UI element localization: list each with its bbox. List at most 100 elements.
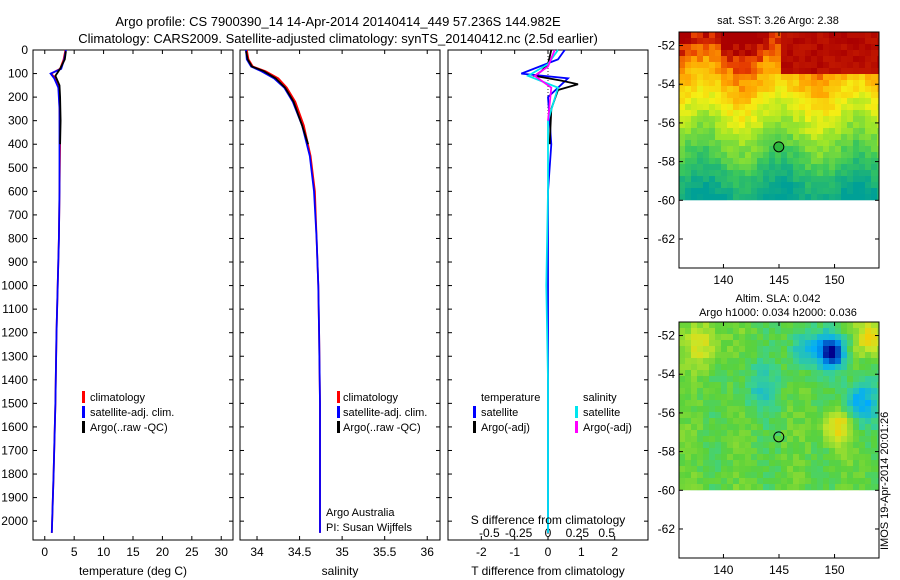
- heatmap-cell: [787, 478, 793, 484]
- heatmap-cell: [685, 188, 691, 194]
- heatmap-cell: [721, 110, 727, 116]
- heatmap-cell: [721, 442, 727, 448]
- heatmap-cell: [691, 412, 697, 418]
- heatmap-cell: [835, 122, 841, 128]
- heatmap-cell: [739, 388, 745, 394]
- heatmap-cell: [811, 74, 817, 80]
- heatmap-cell: [733, 98, 739, 104]
- heatmap-cell: [811, 56, 817, 62]
- heatmap-cell: [775, 182, 781, 188]
- heatmap-cell: [871, 346, 877, 352]
- heatmap-cell: [865, 146, 871, 152]
- heatmap-cell: [763, 382, 769, 388]
- x2-tick-label: -0.5: [479, 526, 500, 540]
- heatmap-cell: [727, 194, 733, 200]
- heatmap-cell: [793, 176, 799, 182]
- heatmap-cell: [781, 448, 787, 454]
- heatmap-cell: [775, 328, 781, 334]
- heatmap-cell: [715, 394, 721, 400]
- heatmap-cell: [733, 152, 739, 158]
- heatmap-cell: [865, 328, 871, 334]
- heatmap-cell: [847, 182, 853, 188]
- heatmap-cell: [721, 334, 727, 340]
- heatmap-cell: [859, 104, 865, 110]
- heatmap-cell: [733, 424, 739, 430]
- heatmap-cell: [685, 472, 691, 478]
- heatmap-cell: [733, 454, 739, 460]
- heatmap-cell: [787, 466, 793, 472]
- heatmap-cell: [727, 170, 733, 176]
- heatmap-cell: [859, 152, 865, 158]
- heatmap-cell: [877, 388, 879, 394]
- heatmap-cell: [751, 400, 757, 406]
- heatmap-cell: [781, 128, 787, 134]
- heatmap-cell: [727, 110, 733, 116]
- legend-label: Argo(-adj): [481, 422, 530, 434]
- x-tick-label: 5: [71, 545, 78, 559]
- heatmap-cell: [727, 50, 733, 56]
- heatmap-cell: [835, 424, 841, 430]
- heatmap-cell: [745, 68, 751, 74]
- heatmap-cell: [763, 128, 769, 134]
- heatmap-cell: [691, 442, 697, 448]
- heatmap-cell: [751, 340, 757, 346]
- heatmap-cell: [865, 478, 871, 484]
- heatmap-cell: [685, 50, 691, 56]
- heatmap-cell: [805, 50, 811, 56]
- heatmap-cell: [715, 134, 721, 140]
- heatmap-cell: [871, 466, 877, 472]
- heatmap-cell: [715, 412, 721, 418]
- heatmap-cell: [745, 382, 751, 388]
- heatmap-cell: [775, 104, 781, 110]
- heatmap-cell: [823, 478, 829, 484]
- heatmap-cell: [775, 164, 781, 170]
- x-tick-label: 10: [97, 545, 111, 559]
- heatmap-cell: [685, 424, 691, 430]
- heatmap-cell: [769, 68, 775, 74]
- heatmap-cell: [763, 134, 769, 140]
- heatmap-cell: [733, 460, 739, 466]
- heatmap-cell: [835, 194, 841, 200]
- heatmap-cell: [877, 406, 879, 412]
- heatmap-cell: [733, 194, 739, 200]
- heatmap-cell: [763, 388, 769, 394]
- heatmap-cell: [847, 98, 853, 104]
- heatmap-cell: [805, 92, 811, 98]
- x-tick-label: 1: [578, 545, 585, 559]
- heatmap-cell: [697, 454, 703, 460]
- heatmap-cell: [763, 484, 769, 490]
- heatmap-cell: [781, 164, 787, 170]
- heatmap-cell: [829, 472, 835, 478]
- legend-label: climatology: [90, 392, 146, 404]
- heatmap-cell: [733, 74, 739, 80]
- heatmap-cell: [691, 134, 697, 140]
- heatmap-cell: [823, 68, 829, 74]
- heatmap-cell: [799, 134, 805, 140]
- heatmap-cell: [715, 140, 721, 146]
- heatmap-cell: [823, 122, 829, 128]
- heatmap-cell: [739, 44, 745, 50]
- heatmap-cell: [739, 334, 745, 340]
- heatmap-cell: [847, 478, 853, 484]
- heatmap-cell: [757, 146, 763, 152]
- heatmap-cell: [697, 322, 703, 328]
- heatmap-cell: [865, 436, 871, 442]
- heatmap-cell: [871, 406, 877, 412]
- heatmap-cell: [721, 376, 727, 382]
- heatmap-cell: [865, 460, 871, 466]
- heatmap-cell: [841, 370, 847, 376]
- heatmap-cell: [841, 110, 847, 116]
- heatmap-cell: [859, 140, 865, 146]
- heatmap-cell: [859, 322, 865, 328]
- heatmap-cell: [685, 478, 691, 484]
- heatmap-cell: [745, 364, 751, 370]
- heatmap-cell: [859, 50, 865, 56]
- heatmap-cell: [751, 388, 757, 394]
- heatmap-cell: [865, 394, 871, 400]
- heatmap-cell: [763, 322, 769, 328]
- heatmap-cell: [853, 394, 859, 400]
- heatmap-cell: [787, 50, 793, 56]
- heatmap-cell: [727, 92, 733, 98]
- heatmap-cell: [805, 454, 811, 460]
- heatmap-cell: [877, 382, 879, 388]
